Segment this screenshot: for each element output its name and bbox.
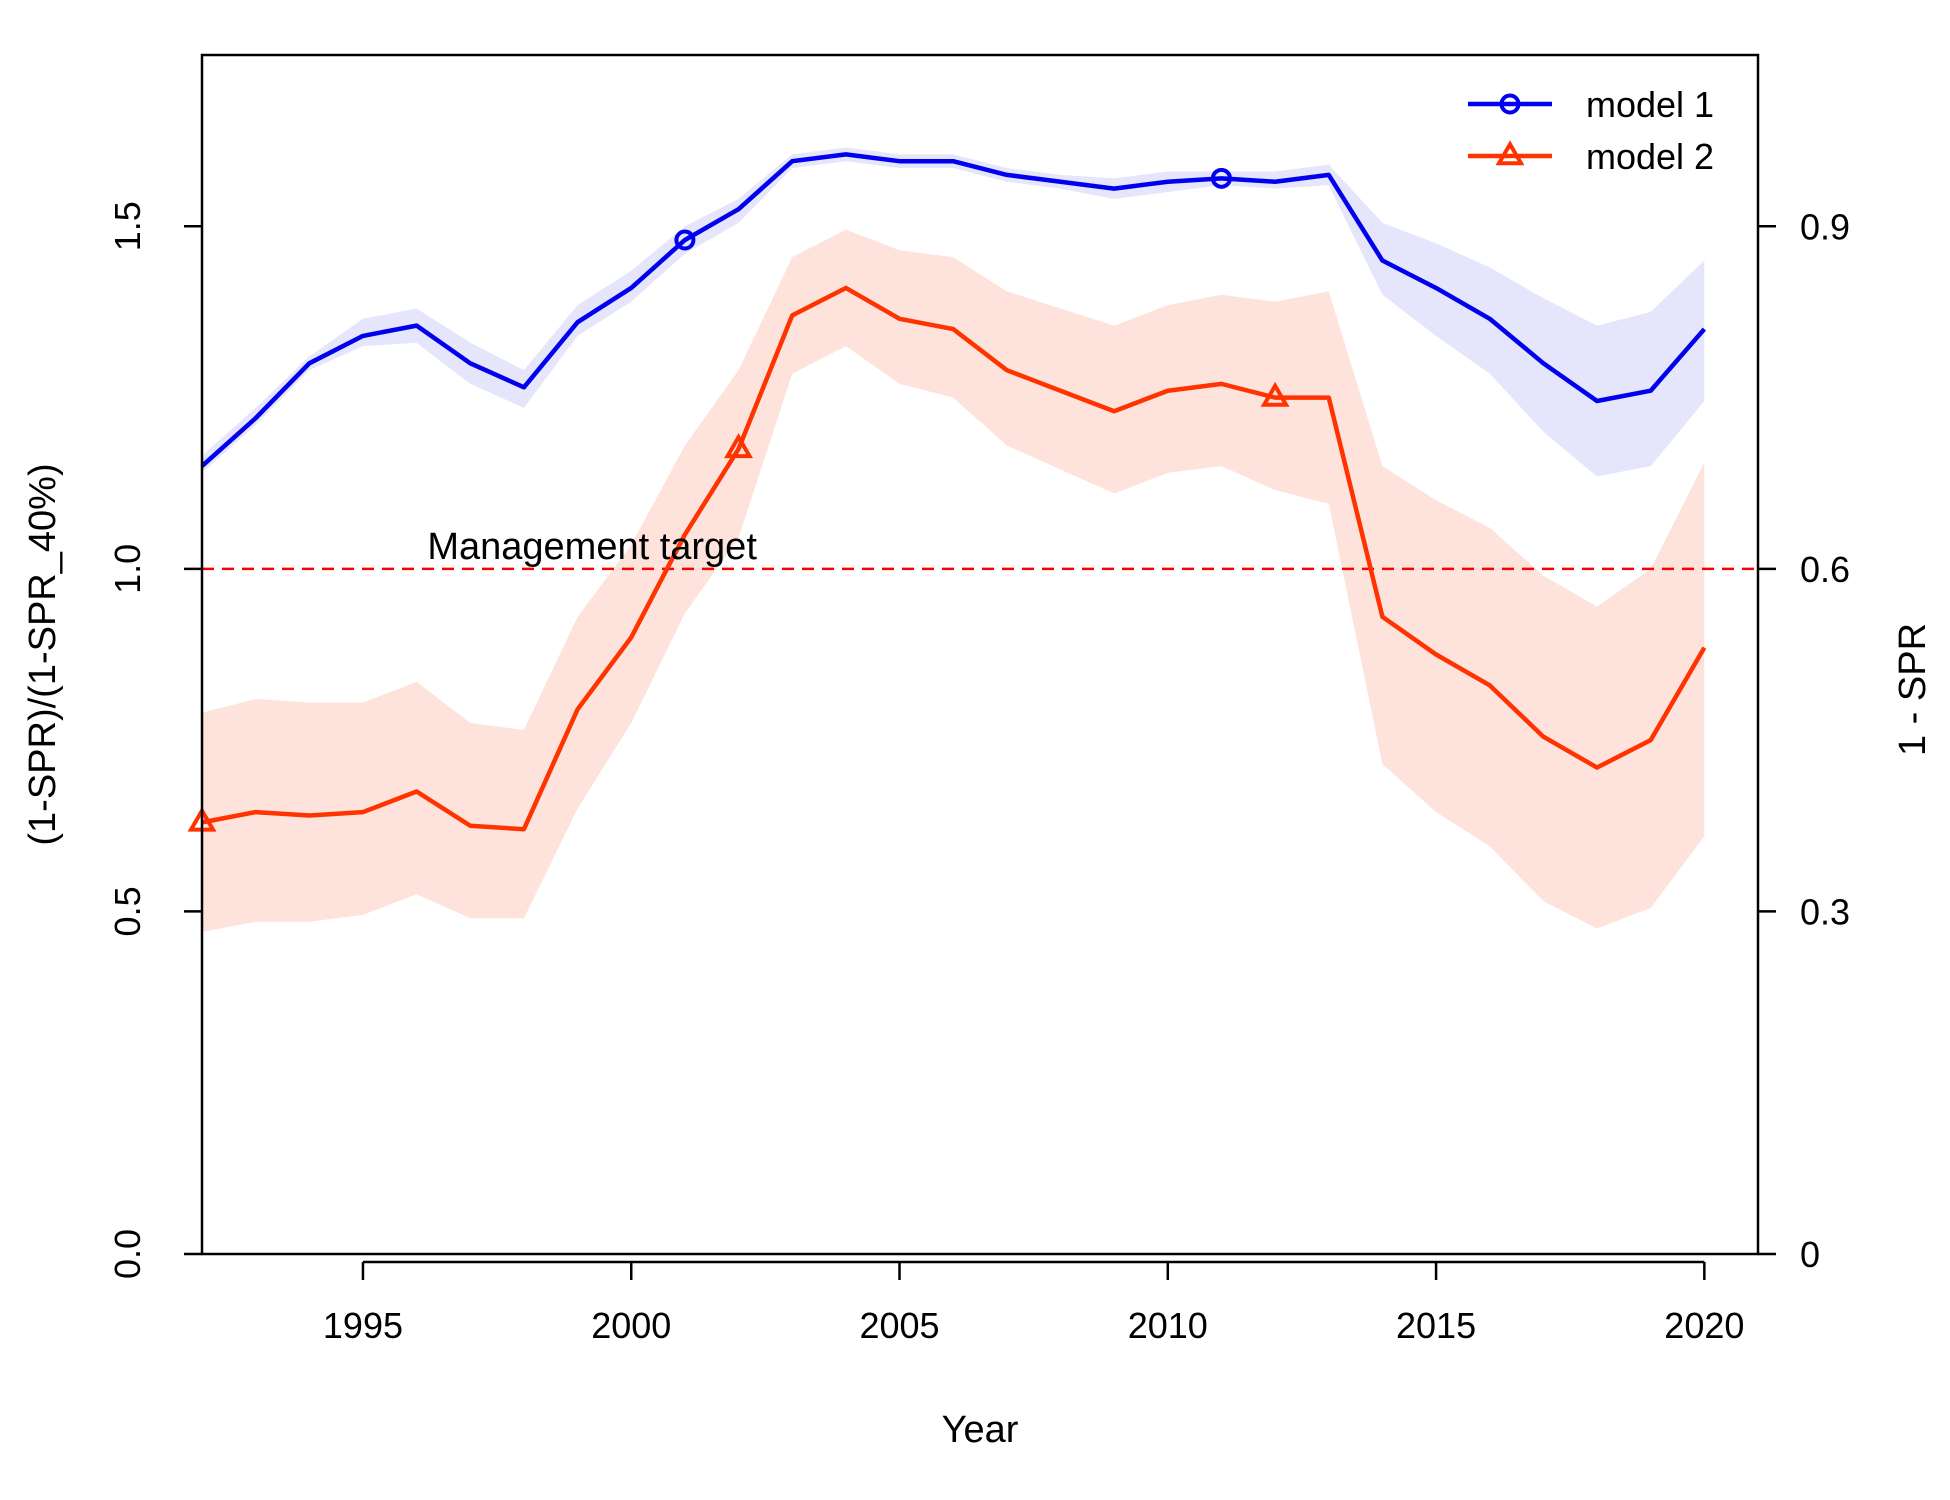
y-axis-title-left: (1-SPR)/(1-SPR_40%) — [22, 463, 64, 845]
y-tick-label: 0.0 — [107, 1229, 148, 1279]
y-tick-label: 0.5 — [107, 886, 148, 936]
legend-marker-1 — [1499, 93, 1521, 115]
x-tick-label: 1995 — [323, 1305, 403, 1346]
plot-area-border — [200, 53, 1760, 1256]
x-tick-label: 2000 — [591, 1305, 671, 1346]
x-tick-label: 2015 — [1396, 1305, 1476, 1346]
series-marker-1 — [1210, 167, 1232, 189]
y-right-tick-label: 0.3 — [1800, 891, 1850, 932]
y-tick-label: 1.0 — [107, 544, 148, 594]
x-axis: 1995 2000 2005 2010 2015 2020 — [323, 1260, 1744, 1346]
y-axis-left: 0.0 0.5 1.0 1.5 — [107, 201, 202, 1279]
y-axis-right: 0 0.3 0.6 0.9 — [1758, 206, 1850, 1275]
legend-label-2: model 2 — [1586, 136, 1714, 177]
reference-line-label: Management target — [427, 526, 757, 568]
y-axis-title-right: 1 - SPR — [1892, 623, 1934, 756]
y-right-tick-label: 0.6 — [1800, 549, 1850, 590]
series-lines — [200, 152, 1707, 832]
y-tick-label: 1.5 — [107, 201, 148, 251]
x-tick-label: 2020 — [1664, 1305, 1744, 1346]
series-line-1 — [200, 152, 1707, 468]
y-right-tick-label: 0.9 — [1800, 206, 1850, 247]
series-marker-2 — [724, 433, 754, 459]
x-axis-title: Year — [942, 1409, 1019, 1451]
legend: model 1 model 2 — [1468, 84, 1714, 177]
y-right-tick-label: 0 — [1800, 1234, 1820, 1275]
x-tick-label: 2005 — [859, 1305, 939, 1346]
series-marker-2 — [1260, 381, 1290, 407]
legend-label-1: model 1 — [1586, 84, 1714, 125]
x-tick-label: 2010 — [1128, 1305, 1208, 1346]
legend-marker-2 — [1495, 140, 1525, 166]
series-marker-1 — [674, 229, 696, 251]
series-line-2 — [201, 285, 1707, 832]
